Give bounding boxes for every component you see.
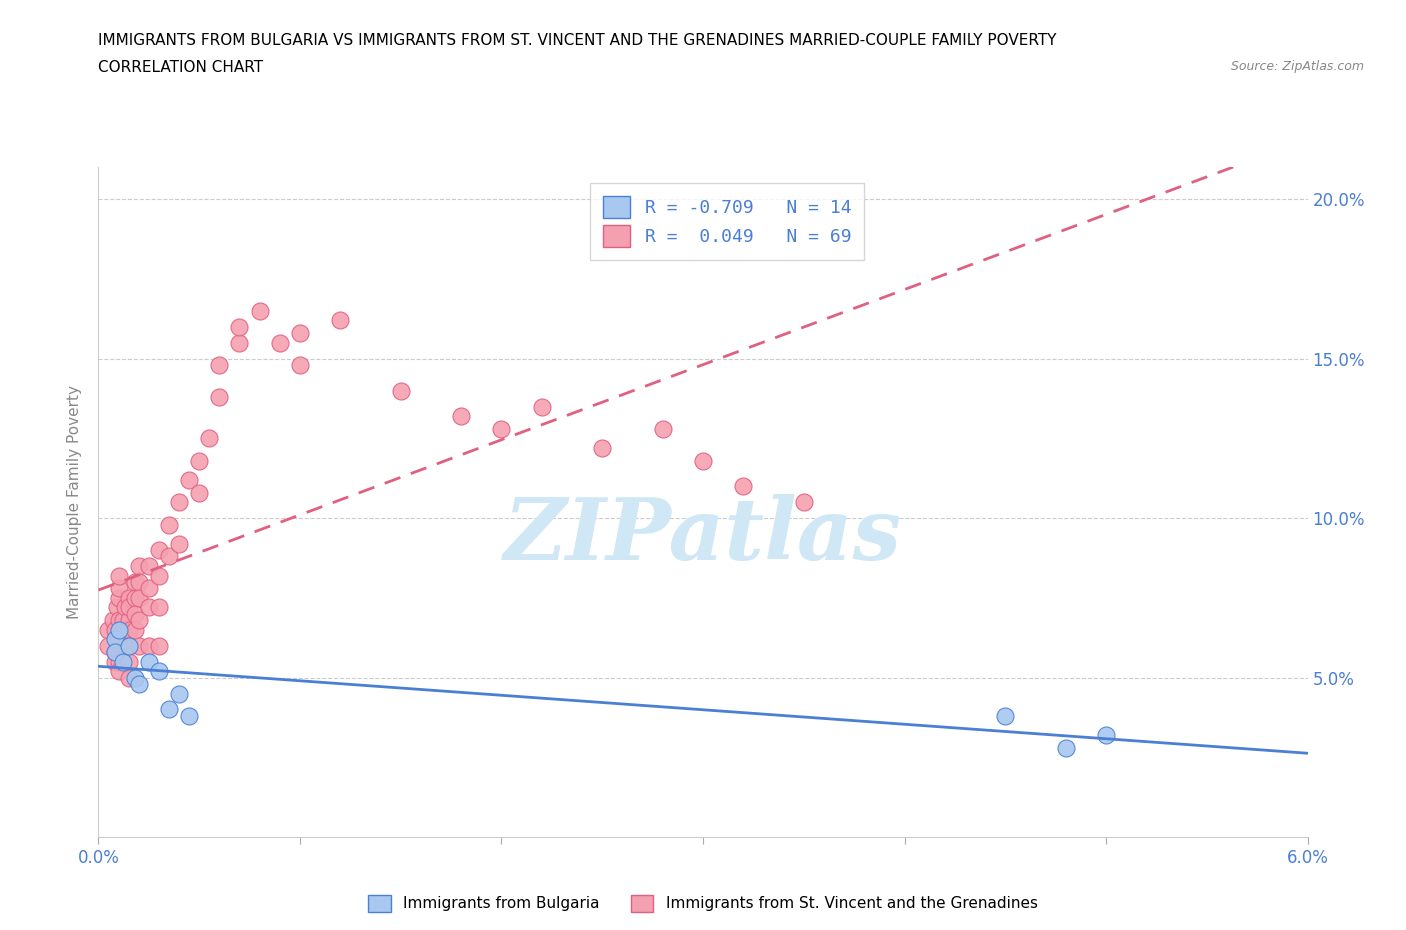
Point [118, 613, 141, 628]
Point [128, 559, 150, 574]
Point [288, 358, 311, 373]
Point [157, 549, 180, 564]
Point [389, 383, 412, 398]
Point [128, 575, 150, 590]
Point [107, 631, 129, 646]
Legend: R = -0.709   N = 14, R =  0.049   N = 69: R = -0.709 N = 14, R = 0.049 N = 69 [591, 183, 863, 259]
Point [111, 654, 134, 669]
Point [124, 606, 146, 621]
Point [128, 638, 150, 653]
Point [118, 600, 141, 615]
Point [157, 702, 180, 717]
Point [329, 313, 352, 328]
Point [167, 495, 190, 510]
Point [107, 581, 129, 596]
Point [491, 421, 513, 436]
Text: IMMIGRANTS FROM BULGARIA VS IMMIGRANTS FROM ST. VINCENT AND THE GRENADINES MARRI: IMMIGRANTS FROM BULGARIA VS IMMIGRANTS F… [98, 33, 1057, 47]
Point [249, 303, 271, 318]
Point [124, 591, 146, 605]
Point [138, 559, 160, 574]
Point [107, 591, 129, 605]
Point [107, 664, 129, 679]
Point [167, 686, 190, 701]
Point [148, 638, 170, 653]
Point [124, 671, 146, 685]
Text: ZIPatlas: ZIPatlas [503, 494, 903, 578]
Point [208, 390, 231, 405]
Point [107, 613, 129, 628]
Point [692, 453, 714, 468]
Point [111, 613, 134, 628]
Point [198, 431, 221, 445]
Point [530, 399, 553, 414]
Point [103, 654, 125, 669]
Point [148, 664, 170, 679]
Point [994, 709, 1017, 724]
Point [118, 638, 141, 653]
Point [188, 485, 211, 500]
Legend: Immigrants from Bulgaria, Immigrants from St. Vincent and the Grenadines: Immigrants from Bulgaria, Immigrants fro… [363, 889, 1043, 918]
Point [138, 654, 160, 669]
Point [103, 644, 125, 659]
Point [107, 622, 129, 637]
Point [651, 421, 673, 436]
Point [124, 622, 146, 637]
Point [114, 600, 136, 615]
Point [107, 568, 129, 583]
Point [450, 408, 472, 423]
Point [105, 600, 128, 615]
Point [1095, 727, 1118, 742]
Point [118, 622, 141, 637]
Point [107, 644, 129, 659]
Text: Source: ZipAtlas.com: Source: ZipAtlas.com [1230, 60, 1364, 73]
Point [138, 581, 160, 596]
Point [101, 613, 124, 628]
Point [97, 638, 120, 653]
Point [228, 319, 250, 334]
Point [138, 600, 160, 615]
Y-axis label: Married-Couple Family Poverty: Married-Couple Family Poverty [67, 385, 83, 619]
Point [208, 358, 231, 373]
Point [179, 709, 201, 724]
Point [118, 591, 141, 605]
Point [124, 575, 146, 590]
Point [128, 613, 150, 628]
Point [179, 472, 201, 487]
Point [111, 622, 134, 637]
Point [138, 638, 160, 653]
Point [228, 336, 250, 351]
Point [148, 600, 170, 615]
Point [118, 654, 141, 669]
Point [103, 622, 125, 637]
Text: CORRELATION CHART: CORRELATION CHART [98, 60, 263, 75]
Point [188, 453, 211, 468]
Point [148, 542, 170, 557]
Point [1054, 740, 1077, 755]
Point [118, 671, 141, 685]
Point [733, 479, 755, 494]
Point [103, 631, 125, 646]
Point [97, 622, 120, 637]
Point [118, 638, 141, 653]
Point [793, 495, 815, 510]
Point [157, 517, 180, 532]
Point [148, 568, 170, 583]
Point [128, 676, 150, 691]
Point [103, 644, 125, 659]
Point [107, 654, 129, 669]
Point [128, 591, 150, 605]
Point [167, 537, 190, 551]
Point [591, 441, 613, 456]
Point [114, 638, 136, 653]
Point [269, 336, 291, 351]
Point [288, 326, 311, 340]
